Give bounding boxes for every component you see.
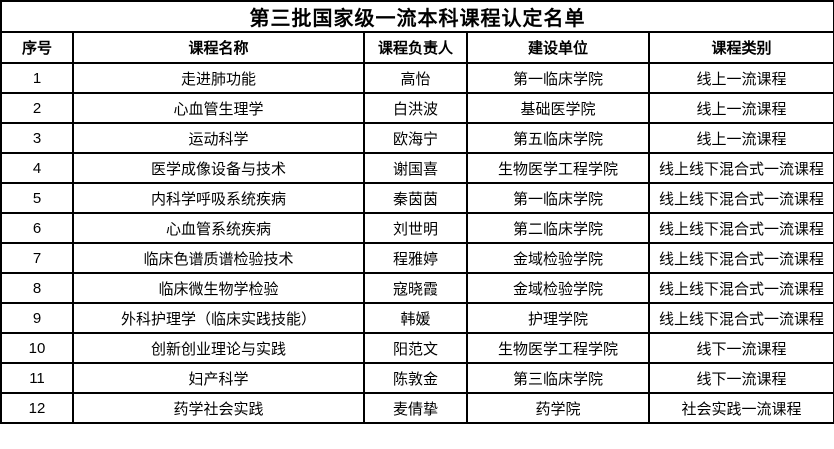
column-header-construction-unit: 建设单位 [466,31,650,64]
cell-course-name: 创新创业理论与实践 [72,332,365,364]
cell-construction-unit: 护理学院 [466,302,650,334]
table-header-row: 序号 课程名称 课程负责人 建设单位 课程类别 [0,31,834,64]
column-header-index: 序号 [0,31,74,64]
cell-construction-unit: 生物医学工程学院 [466,332,650,364]
cell-index: 1 [0,62,74,94]
cell-course-category: 线上线下混合式一流课程 [647,272,834,304]
cell-construction-unit: 第二临床学院 [466,212,650,244]
cell-course-leader: 高怡 [363,62,468,94]
cell-course-name: 妇产科学 [72,362,365,394]
cell-index: 6 [0,212,74,244]
cell-course-name: 临床微生物学检验 [72,272,365,304]
cell-index: 2 [0,92,74,124]
column-header-course-category: 课程类别 [647,31,834,64]
cell-course-category: 线上线下混合式一流课程 [647,152,834,184]
table-row: 10 创新创业理论与实践 阳范文 生物医学工程学院 线下一流课程 [0,332,834,364]
cell-construction-unit: 金域检验学院 [466,272,650,304]
cell-construction-unit: 基础医学院 [466,92,650,124]
cell-course-category: 线上线下混合式一流课程 [647,302,834,334]
column-header-course-leader: 课程负责人 [363,31,468,64]
cell-course-leader: 秦茵茵 [363,182,468,214]
cell-index: 3 [0,122,74,154]
cell-course-category: 社会实践一流课程 [647,392,834,424]
cell-course-category: 线下一流课程 [647,332,834,364]
cell-course-name: 药学社会实践 [72,392,365,424]
cell-construction-unit: 生物医学工程学院 [466,152,650,184]
column-header-course-name: 课程名称 [72,31,365,64]
cell-course-category: 线上线下混合式一流课程 [647,242,834,274]
table-row: 9 外科护理学（临床实践技能） 韩媛 护理学院 线上线下混合式一流课程 [0,302,834,334]
table-title-row: 第三批国家级一流本科课程认定名单 [0,0,834,33]
cell-course-name: 走进肺功能 [72,62,365,94]
table-row: 8 临床微生物学检验 寇晓霞 金域检验学院 线上线下混合式一流课程 [0,272,834,304]
cell-course-leader: 刘世明 [363,212,468,244]
cell-construction-unit: 第一临床学院 [466,62,650,94]
cell-course-category: 线上线下混合式一流课程 [647,182,834,214]
cell-course-category: 线下一流课程 [647,362,834,394]
cell-course-name: 外科护理学（临床实践技能） [72,302,365,334]
cell-construction-unit: 第五临床学院 [466,122,650,154]
cell-index: 10 [0,332,74,364]
cell-index: 7 [0,242,74,274]
table-title: 第三批国家级一流本科课程认定名单 [0,0,834,33]
cell-course-category: 线上一流课程 [647,92,834,124]
cell-construction-unit: 药学院 [466,392,650,424]
cell-course-leader: 白洪波 [363,92,468,124]
cell-construction-unit: 金域检验学院 [466,242,650,274]
table-row: 5 内科学呼吸系统疾病 秦茵茵 第一临床学院 线上线下混合式一流课程 [0,182,834,214]
cell-index: 4 [0,152,74,184]
table-row: 7 临床色谱质谱检验技术 程雅婷 金域检验学院 线上线下混合式一流课程 [0,242,834,274]
cell-course-leader: 麦倩挚 [363,392,468,424]
cell-course-name: 心血管生理学 [72,92,365,124]
table-row: 1 走进肺功能 高怡 第一临床学院 线上一流课程 [0,62,834,94]
cell-index: 5 [0,182,74,214]
table-row: 6 心血管系统疾病 刘世明 第二临床学院 线上线下混合式一流课程 [0,212,834,244]
cell-index: 9 [0,302,74,334]
table-row: 4 医学成像设备与技术 谢国喜 生物医学工程学院 线上线下混合式一流课程 [0,152,834,184]
cell-course-name: 内科学呼吸系统疾病 [72,182,365,214]
cell-index: 11 [0,362,74,394]
cell-index: 12 [0,392,74,424]
cell-course-leader: 韩媛 [363,302,468,334]
cell-course-leader: 阳范文 [363,332,468,364]
cell-construction-unit: 第三临床学院 [466,362,650,394]
cell-index: 8 [0,272,74,304]
cell-course-leader: 寇晓霞 [363,272,468,304]
cell-course-leader: 程雅婷 [363,242,468,274]
cell-course-name: 临床色谱质谱检验技术 [72,242,365,274]
cell-course-category: 线上一流课程 [647,122,834,154]
table-row: 2 心血管生理学 白洪波 基础医学院 线上一流课程 [0,92,834,124]
table-row: 3 运动科学 欧海宁 第五临床学院 线上一流课程 [0,122,834,154]
cell-course-name: 医学成像设备与技术 [72,152,365,184]
cell-course-leader: 欧海宁 [363,122,468,154]
table-row: 12 药学社会实践 麦倩挚 药学院 社会实践一流课程 [0,392,834,424]
table-row: 11 妇产科学 陈敦金 第三临床学院 线下一流课程 [0,362,834,394]
cell-course-leader: 陈敦金 [363,362,468,394]
cell-course-category: 线上线下混合式一流课程 [647,212,834,244]
cell-construction-unit: 第一临床学院 [466,182,650,214]
cell-course-leader: 谢国喜 [363,152,468,184]
course-recognition-table: 第三批国家级一流本科课程认定名单 序号 课程名称 课程负责人 建设单位 课程类别… [0,0,834,424]
cell-course-name: 运动科学 [72,122,365,154]
cell-course-name: 心血管系统疾病 [72,212,365,244]
cell-course-category: 线上一流课程 [647,62,834,94]
